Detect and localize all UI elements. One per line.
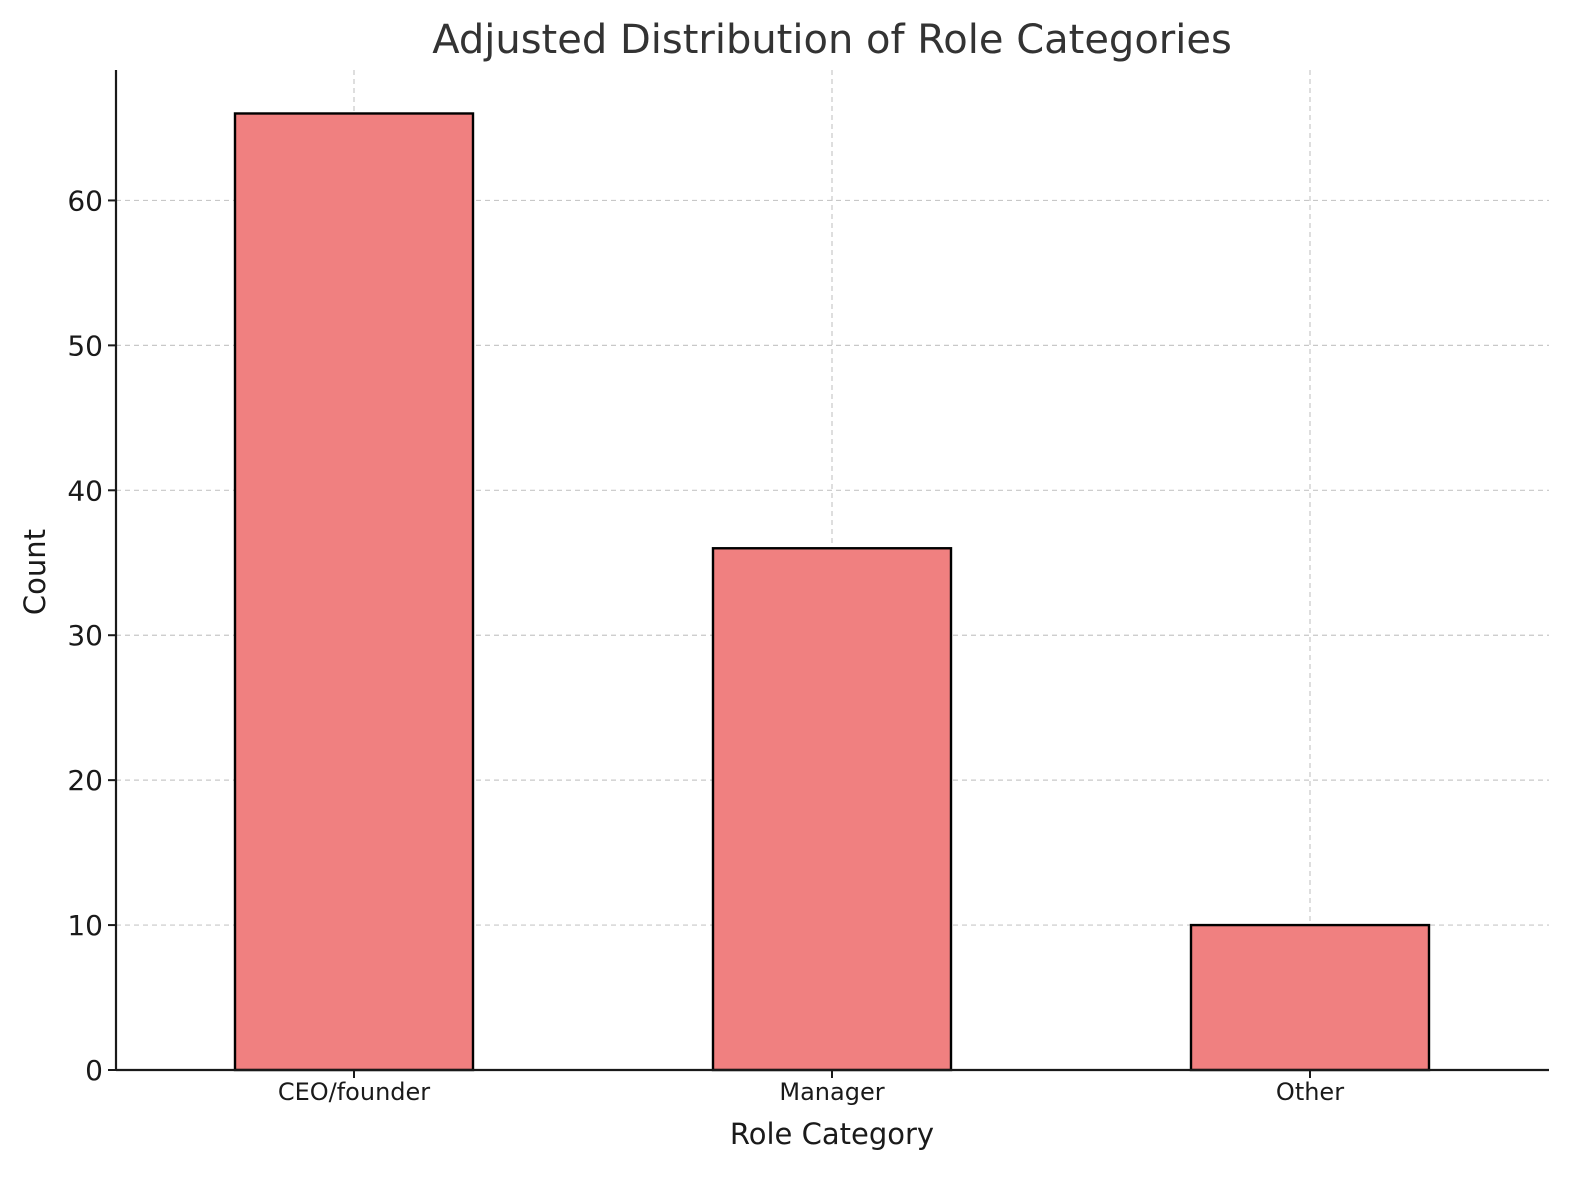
- chart-title: Adjusted Distribution of Role Categories: [432, 17, 1232, 63]
- x-axis-label: Role Category: [730, 1117, 934, 1151]
- tick-layer: 0 10 20 30 40 50 60 CEO/founder Manager Other: [67, 184, 1344, 1106]
- y-tick-label: 30: [67, 619, 103, 652]
- bar-manager: [711, 547, 953, 1072]
- y-tick-label: 10: [67, 909, 103, 942]
- y-axis-label: Count: [18, 529, 52, 615]
- bar-ceo-founder: [233, 112, 475, 1072]
- bar-layer: [233, 112, 1431, 1072]
- x-tick-label: Other: [1276, 1078, 1344, 1106]
- y-tick-label: 40: [67, 474, 103, 507]
- y-tick-label: 20: [67, 764, 103, 797]
- x-tick-label: Manager: [779, 1078, 884, 1106]
- y-tick-label: 60: [67, 184, 103, 217]
- x-tick-label: CEO/founder: [278, 1078, 430, 1106]
- y-tick-label: 0: [85, 1054, 103, 1087]
- bar-other: [1189, 923, 1431, 1072]
- y-tick-label: 50: [67, 329, 103, 362]
